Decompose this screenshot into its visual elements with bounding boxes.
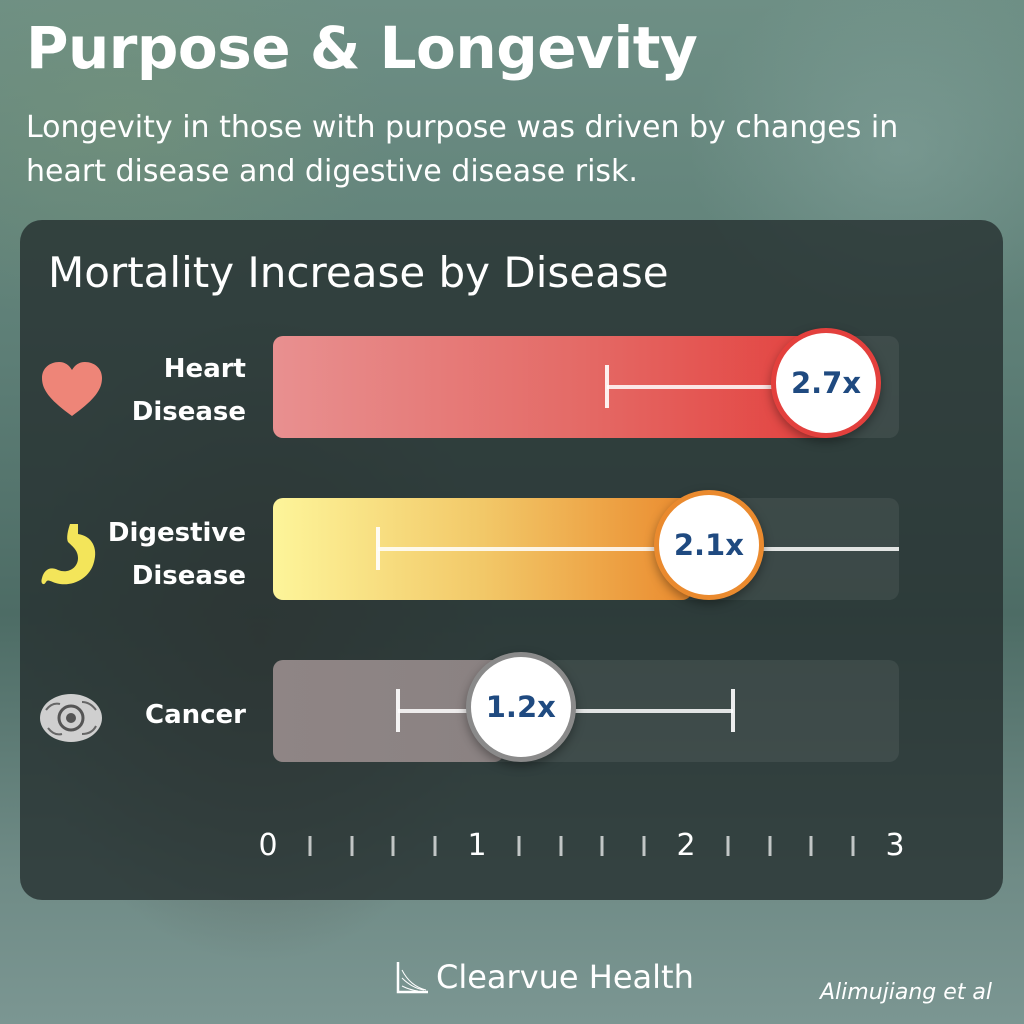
- x-tick-mark: [809, 836, 813, 856]
- x-tick-mark: [350, 836, 354, 856]
- error-cap-high-cancer: [730, 689, 735, 732]
- x-tick-mark: [391, 836, 395, 856]
- x-tick-label: 2: [676, 828, 696, 863]
- error-bar-heart: [607, 385, 838, 389]
- error-bar-digestive: [377, 547, 899, 551]
- x-tick-mark: [642, 836, 646, 856]
- bar-track-heart: 2.7x: [273, 328, 899, 438]
- x-tick-label: 1: [467, 828, 487, 863]
- heart-icon: [42, 362, 102, 416]
- value-badge-digestive: 2.1x: [653, 490, 764, 600]
- x-tick-mark: [433, 836, 437, 856]
- page-title: Purpose & Longevity: [26, 14, 698, 82]
- chart-title: Mortality Increase by Disease: [48, 248, 669, 297]
- row-label-digestive: Digestive Disease: [107, 518, 246, 591]
- row-label-cancer: Cancer: [144, 700, 246, 730]
- clearvue-logo-icon: [396, 962, 428, 994]
- chart-panel: Mortality Increase by Disease Heart Dise…: [20, 220, 1003, 900]
- x-tick-label: 3: [885, 828, 905, 863]
- x-tick-mark: [559, 836, 563, 856]
- brand-logo: Clearvue Health: [396, 958, 694, 996]
- bar-track-digestive: 2.1x: [273, 490, 899, 600]
- row-label-heart: Heart Disease: [131, 354, 246, 427]
- value-badge-cancer: 1.2x: [465, 652, 576, 762]
- error-cap-low-digestive: [375, 527, 380, 570]
- x-tick-mark: [851, 836, 855, 856]
- x-tick-mark: [600, 836, 604, 856]
- source-credit: Alimujiang et al: [819, 980, 992, 1005]
- x-tick-mark: [308, 836, 312, 856]
- stomach-icon: [41, 524, 96, 585]
- brand-name: Clearvue Health: [436, 958, 694, 996]
- x-tick-mark: [726, 836, 730, 856]
- x-tick-mark: [768, 836, 772, 856]
- page-subtitle: Longevity in those with purpose was driv…: [26, 110, 899, 189]
- x-tick-mark: [517, 836, 521, 856]
- cell-icon: [40, 694, 102, 742]
- error-cap-low-cancer: [396, 689, 401, 732]
- x-tick-label: 0: [258, 828, 278, 863]
- error-cap-low-heart: [605, 365, 610, 408]
- bar-track-cancer: 1.2x: [273, 652, 899, 762]
- value-badge-heart: 2.7x: [771, 328, 881, 438]
